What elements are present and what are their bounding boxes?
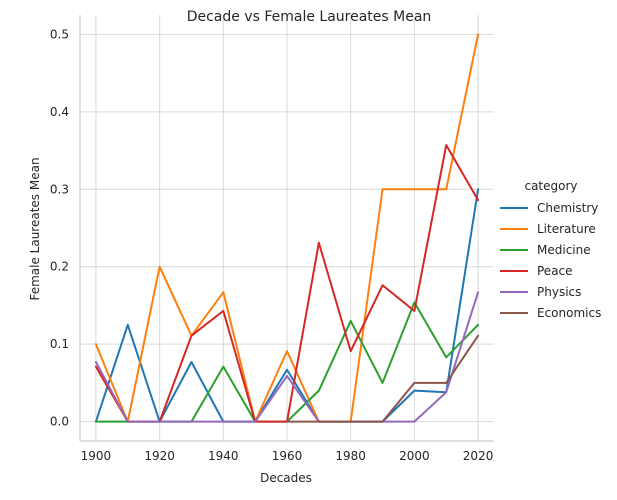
series-line-physics [94, 291, 480, 423]
legend-label-economics: Economics [537, 306, 601, 320]
x-axis-title: Decades [260, 471, 312, 485]
legend-label-physics: Physics [537, 285, 581, 299]
legend-label-medicine: Medicine [537, 243, 591, 257]
x-tick-label: 2000 [399, 449, 430, 463]
y-tick-label: 0.1 [50, 337, 69, 351]
series-line-economics [286, 334, 480, 423]
series-line-literature [94, 33, 480, 423]
legend-label-peace: Peace [537, 264, 573, 278]
series-lines [94, 33, 480, 423]
y-tick-label: 0.3 [50, 182, 69, 196]
chart-title: Decade vs Female Laureates Mean [187, 9, 432, 25]
y-tick-label: 0.0 [50, 415, 69, 429]
y-axis-title: Female Laureates Mean [28, 157, 42, 300]
y-tick-label: 0.5 [50, 27, 69, 41]
x-tick-label: 2020 [463, 449, 494, 463]
y-tick-label: 0.2 [50, 260, 69, 274]
x-tick-label: 1980 [335, 449, 366, 463]
x-tick-label: 1900 [81, 449, 112, 463]
legend-label-chemistry: Chemistry [537, 201, 598, 215]
legend: category Chemistry Literature Medicine Peac… [500, 179, 601, 320]
y-tick-label: 0.4 [50, 105, 69, 119]
x-tick-label: 1960 [272, 449, 303, 463]
tick-labels: 0.0 0.1 0.2 0.3 0.4 0.5 1900 1920 1940 1960 1980 20… [50, 27, 493, 463]
x-tick-label: 1920 [144, 449, 175, 463]
x-tick-label: 1940 [208, 449, 239, 463]
legend-title: category [524, 179, 577, 193]
legend-label-literature: Literature [537, 222, 596, 236]
axes [79, 15, 494, 442]
